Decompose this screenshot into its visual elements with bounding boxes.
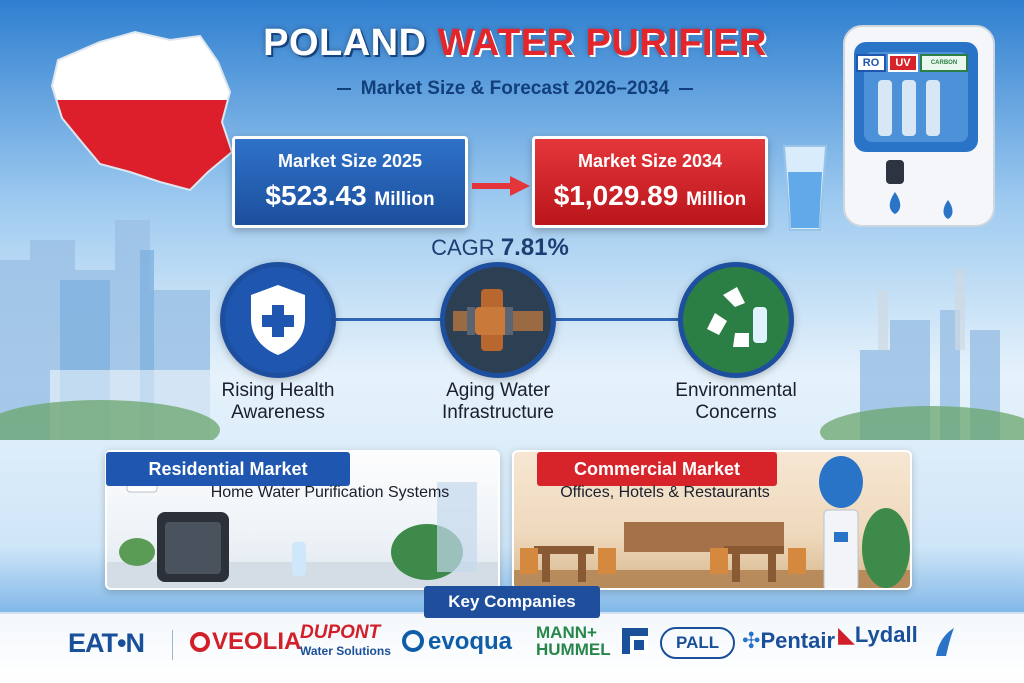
city-skyline-illustration — [0, 220, 1024, 440]
market-size-2025-card: Market Size 2025 $523.43 Million — [232, 136, 468, 228]
square-brand-icon — [622, 628, 648, 654]
lydall-wordmark: Lydall — [854, 622, 918, 647]
health-shield-icon — [220, 262, 336, 378]
driver-line2: Concerns — [695, 402, 777, 423]
value-number: $523.43 — [265, 180, 367, 211]
pall-logo: PALL — [660, 627, 736, 659]
pentair-wordmark: Pentair — [760, 628, 836, 653]
dupont-subtext: Water Solutions — [300, 644, 391, 658]
veolia-mark-icon — [190, 632, 210, 652]
residential-scene-illustration — [107, 469, 498, 588]
mann-line2: HUMMEL — [536, 640, 611, 659]
driver-line1: Environmental — [675, 380, 797, 401]
driver-label-health: Rising Health Awareness — [178, 380, 378, 424]
market-size-2034-value: $1,029.89 Million — [535, 180, 765, 212]
driver-line1: Rising Health — [221, 380, 335, 401]
commercial-market-title: Commercial Market — [537, 452, 777, 486]
cagr-label: CAGR — [431, 235, 495, 260]
rusty-pipe-icon — [440, 262, 556, 378]
market-size-2034-card: Market Size 2034 $1,029.89 Million — [532, 136, 768, 228]
veolia-logo: VEOLIA — [190, 628, 301, 656]
water-glass-icon — [782, 145, 828, 231]
uv-label: UV — [888, 54, 918, 72]
veolia-wordmark: VEOLIA — [212, 628, 302, 655]
carbon-filter-label: CARBON FILTER — [920, 54, 968, 72]
growth-arrow-icon — [472, 176, 530, 196]
title-topic: WATER PURIFIER — [437, 22, 767, 64]
title-country: POLAND — [263, 22, 427, 64]
mann-hummel-logo: MANN+ HUMMEL — [536, 624, 611, 658]
fin-brand-icon — [936, 628, 954, 656]
market-size-2025-value: $523.43 Million — [235, 180, 465, 212]
mann-line1: MANN+ — [536, 623, 597, 642]
commercial-market-subtitle: Offices, Hotels & Restaurants — [560, 484, 770, 501]
cagr-readout: CAGR 7.81% — [400, 234, 600, 262]
commercial-scene-illustration — [514, 456, 910, 588]
driver-line2: Infrastructure — [442, 402, 554, 423]
evoqua-logo: evoqua — [402, 628, 512, 656]
water-purifier-illustration — [843, 25, 995, 227]
market-size-2034-label: Market Size 2034 — [577, 151, 723, 171]
page-subtitle: Market Size & Forecast 2026–2034 — [280, 78, 750, 100]
value-unit: Million — [374, 189, 435, 210]
poland-flag-map — [50, 30, 234, 192]
key-companies-title: Key Companies — [424, 586, 600, 618]
lydall-logo: ◣Lydall — [838, 624, 918, 646]
cagr-value: 7.81% — [500, 234, 569, 261]
driver-line1: Aging Water — [446, 380, 550, 401]
pentair-mark-icon: ✣ — [742, 628, 761, 653]
dupont-wordmark: DUPONT — [300, 622, 381, 643]
residential-market-title: Residential Market — [106, 452, 350, 486]
market-size-2025-label: Market Size 2025 — [277, 151, 423, 171]
evoqua-wordmark: evoqua — [428, 628, 513, 655]
value-number: $1,029.89 — [553, 180, 679, 211]
evoqua-mark-icon — [402, 630, 424, 652]
driver-label-environment: Environmental Concerns — [636, 380, 836, 424]
logo-divider — [172, 630, 173, 660]
residential-market-subtitle: Home Water Purification Systems — [210, 484, 450, 501]
page-title: POLAND WATER PURIFIER — [225, 22, 805, 65]
recycle-icon — [678, 262, 794, 378]
driver-label-infrastructure: Aging Water Infrastructure — [398, 380, 598, 424]
eaton-logo: EAT•N — [68, 628, 145, 658]
dupont-logo: DUPONT Water Solutions — [300, 622, 391, 660]
ro-label: RO — [856, 54, 886, 72]
company-logo-strip — [0, 612, 1024, 683]
lydall-mark-icon: ◣ — [838, 622, 855, 647]
pentair-logo: ✣Pentair — [742, 628, 835, 654]
value-unit: Million — [686, 189, 747, 210]
driver-line2: Awareness — [231, 402, 325, 423]
